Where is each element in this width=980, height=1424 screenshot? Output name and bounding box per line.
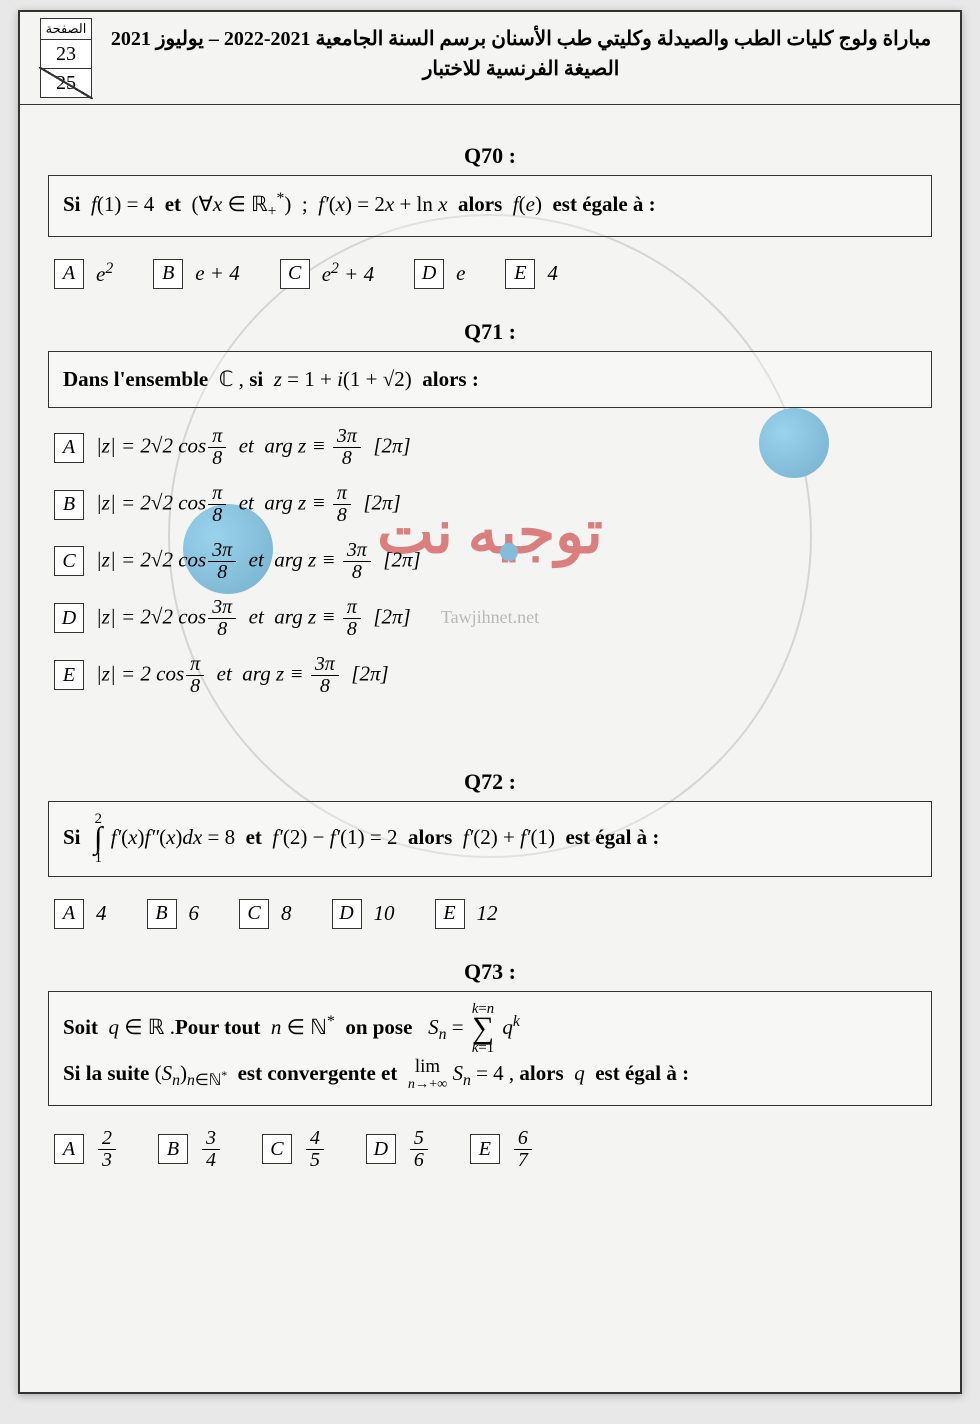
- header-line1: مباراة ولوج كليات الطب والصيدلة وكليتي ط…: [102, 24, 940, 54]
- option[interactable]: E |z| = 2 cosπ8 et arg z ≡ 3π8 [2π]: [54, 654, 932, 697]
- option-text: |z| = 2√2 cosπ8 et arg z ≡ π8 [2π]: [96, 483, 401, 526]
- option-text: 12: [477, 901, 498, 926]
- options-container: Ae2 Be + 4 Ce2 + 4 De E4: [48, 259, 932, 289]
- option-letter: A: [54, 899, 84, 929]
- question-stem: Soit q ∈ ℝ .Pour tout n ∈ ℕ* on pose Sn …: [48, 991, 932, 1106]
- options-container: A |z| = 2√2 cosπ8 et arg z ≡ 3π8 [2π] B |z|…: [48, 426, 932, 696]
- question-label: Q72 :: [48, 769, 932, 795]
- option[interactable]: Be + 4: [153, 259, 240, 289]
- question-stem: Dans l'ensemble ℂ , si z = 1 + i(1 + √2)…: [48, 351, 932, 409]
- option-text: 8: [281, 901, 292, 926]
- option[interactable]: A 23: [54, 1128, 118, 1171]
- options-container: A4 B6 C8 D 10 E 12: [48, 899, 932, 929]
- option-text: |z| = 2√2 cosπ8 et arg z ≡ 3π8 [2π]: [96, 426, 411, 469]
- option-letter: E: [505, 259, 535, 289]
- options-container: A 23 B 34 C 45 D 56 E 67: [48, 1128, 932, 1171]
- option-text: 4: [96, 901, 107, 926]
- option-letter: B: [153, 259, 183, 289]
- option-letter: A: [54, 1134, 84, 1164]
- option[interactable]: Ce2 + 4: [280, 259, 374, 289]
- option[interactable]: E 12: [435, 899, 498, 929]
- option-text: 67: [512, 1128, 534, 1171]
- option-letter: E: [470, 1134, 500, 1164]
- option-text: 10: [374, 901, 395, 926]
- option-letter: A: [54, 433, 84, 463]
- page-current: 23: [41, 40, 91, 69]
- option[interactable]: A4: [54, 899, 107, 929]
- option-text: 45: [304, 1128, 326, 1171]
- option[interactable]: E4: [505, 259, 558, 289]
- option-text: 23: [96, 1128, 118, 1171]
- option-letter: C: [239, 899, 269, 929]
- option[interactable]: B 34: [158, 1128, 222, 1171]
- page-header: مباراة ولوج كليات الطب والصيدلة وكليتي ط…: [20, 12, 960, 105]
- option-letter: A: [54, 259, 84, 289]
- option[interactable]: Ae2: [54, 259, 113, 289]
- option[interactable]: D 10: [332, 899, 395, 929]
- option-text: e + 4: [195, 261, 240, 286]
- option[interactable]: B6: [147, 899, 200, 929]
- option-letter: C: [262, 1134, 292, 1164]
- option[interactable]: D |z| = 2√2 cos3π8 et arg z ≡ π8 [2π]: [54, 597, 932, 640]
- option[interactable]: C |z| = 2√2 cos3π8 et arg z ≡ 3π8 [2π]: [54, 540, 932, 583]
- option-text: |z| = 2 cosπ8 et arg z ≡ 3π8 [2π]: [96, 654, 389, 697]
- option-letter: C: [280, 259, 310, 289]
- option[interactable]: C8: [239, 899, 292, 929]
- option-letter: B: [158, 1134, 188, 1164]
- question-label: Q71 :: [48, 319, 932, 345]
- page-content: Q70 : Si f(1) = 4 et (∀x ∈ ℝ+*) ; f′(x) =…: [20, 105, 960, 1221]
- option-letter: B: [147, 899, 177, 929]
- option-text: e2 + 4: [322, 260, 374, 287]
- option-text: 6: [189, 901, 200, 926]
- option[interactable]: De: [414, 259, 465, 289]
- exam-page: مباراة ولوج كليات الطب والصيدلة وكليتي ط…: [18, 10, 962, 1394]
- option-letter: C: [54, 546, 84, 576]
- page-number-box: الصفحة 23 25: [40, 18, 92, 98]
- header-title: مباراة ولوج كليات الطب والصيدلة وكليتي ط…: [92, 18, 950, 90]
- question-label: Q73 :: [48, 959, 932, 985]
- option-letter: B: [54, 490, 84, 520]
- option-text: |z| = 2√2 cos3π8 et arg z ≡ 3π8 [2π]: [96, 540, 421, 583]
- option[interactable]: E 67: [470, 1128, 534, 1171]
- option-text: e: [456, 261, 465, 286]
- option-letter: D: [332, 899, 362, 929]
- page-total: 25: [41, 69, 91, 97]
- option-letter: D: [54, 603, 84, 633]
- page-label: الصفحة: [41, 19, 91, 40]
- option-letter: E: [54, 660, 84, 690]
- option-text: 4: [547, 261, 558, 286]
- question-stem: Si 2∫1 f′(x)f″(x)dx = 8 et f′(2) − f′(1)…: [48, 801, 932, 877]
- option-text: 56: [408, 1128, 430, 1171]
- option-text: 34: [200, 1128, 222, 1171]
- option[interactable]: A |z| = 2√2 cosπ8 et arg z ≡ 3π8 [2π]: [54, 426, 932, 469]
- option[interactable]: D 56: [366, 1128, 430, 1171]
- option-letter: D: [366, 1134, 396, 1164]
- option-text: e2: [96, 260, 113, 287]
- option[interactable]: B |z| = 2√2 cosπ8 et arg z ≡ π8 [2π]: [54, 483, 932, 526]
- option-letter: D: [414, 259, 444, 289]
- option-letter: E: [435, 899, 465, 929]
- header-line2: الصيغة الفرنسية للاختبار: [102, 54, 940, 84]
- spacer: [48, 723, 932, 751]
- question-stem: Si f(1) = 4 et (∀x ∈ ℝ+*) ; f′(x) = 2x +…: [48, 175, 932, 237]
- option-text: |z| = 2√2 cos3π8 et arg z ≡ π8 [2π]: [96, 597, 411, 640]
- option[interactable]: C 45: [262, 1128, 326, 1171]
- question-label: Q70 :: [48, 143, 932, 169]
